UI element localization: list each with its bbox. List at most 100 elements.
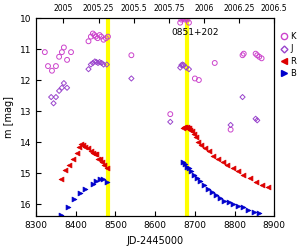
Point (257, 55, 262, 59)
Point (104, 62, 109, 66)
Point (100, 160, 105, 164)
Point (185, 18, 190, 21)
Point (59, 213, 64, 217)
Point (191, 172, 196, 176)
Point (101, 38, 106, 42)
Point (236, 170, 240, 173)
Point (86, 39, 91, 43)
Point (236, 204, 240, 208)
Point (83, 186, 88, 190)
Point (178, 21, 183, 25)
Point (57, 89, 62, 93)
Point (104, 180, 109, 184)
Point (100, 177, 105, 181)
Point (104, 166, 109, 170)
Point (240, 205, 245, 209)
Point (202, 184, 206, 188)
Point (182, 17, 186, 21)
Point (51, 101, 56, 105)
Point (191, 132, 196, 136)
Point (231, 202, 236, 206)
Point (88, 149, 93, 153)
Point (97, 177, 102, 181)
Point (206, 186, 210, 190)
Point (193, 135, 198, 139)
Point (74, 151, 79, 155)
Point (103, 36, 108, 40)
Point (198, 179, 203, 183)
Point (91, 32, 95, 36)
Point (91, 151, 95, 155)
Point (92, 152, 97, 156)
Point (88, 62, 93, 66)
Point (69, 50, 74, 54)
Point (185, 126, 190, 130)
Point (168, 112, 173, 116)
X-axis label: JD-2445000: JD-2445000 (127, 236, 184, 246)
Point (94, 152, 99, 156)
Point (260, 184, 265, 188)
Point (188, 170, 193, 173)
Point (88, 35, 93, 39)
Point (187, 67, 191, 71)
Point (129, 53, 134, 57)
Point (230, 166, 235, 170)
Point (182, 162, 187, 166)
Point (46, 64, 50, 68)
Point (61, 81, 66, 85)
Point (195, 176, 200, 180)
Point (168, 120, 173, 124)
Point (59, 50, 64, 54)
Point (184, 165, 189, 169)
Point (76, 145, 81, 149)
Point (240, 53, 245, 57)
Point (67, 163, 72, 167)
Point (79, 142, 83, 146)
Point (102, 163, 107, 167)
Point (42, 50, 47, 54)
Point (95, 36, 100, 40)
Point (246, 208, 251, 212)
Point (228, 128, 233, 132)
Point (80, 143, 85, 147)
Point (184, 124, 189, 128)
Point (181, 160, 185, 164)
Point (253, 52, 258, 56)
Point (86, 67, 91, 71)
Point (199, 143, 204, 147)
Point (254, 180, 259, 184)
Point (253, 117, 258, 121)
Point (240, 95, 245, 99)
Point (70, 157, 75, 161)
Point (101, 62, 106, 66)
Point (193, 76, 197, 80)
Point (217, 196, 222, 200)
Point (63, 168, 68, 172)
Point (248, 176, 253, 180)
Point (187, 126, 191, 130)
Point (178, 66, 183, 70)
Point (65, 205, 70, 209)
Point (241, 172, 246, 176)
Point (186, 166, 191, 170)
Point (59, 86, 64, 90)
Point (65, 86, 70, 90)
Point (184, 16, 189, 20)
Point (49, 95, 54, 99)
Point (57, 55, 62, 59)
Point (257, 211, 262, 215)
Point (226, 200, 231, 204)
Point (182, 63, 186, 67)
Point (71, 197, 76, 201)
Point (94, 60, 99, 64)
Point (65, 58, 70, 62)
Point (196, 78, 201, 82)
Point (181, 126, 185, 130)
Point (213, 193, 218, 197)
Point (182, 124, 187, 128)
Point (220, 160, 225, 164)
Point (207, 149, 212, 153)
Point (255, 53, 260, 57)
Point (92, 33, 97, 37)
Point (85, 146, 90, 150)
